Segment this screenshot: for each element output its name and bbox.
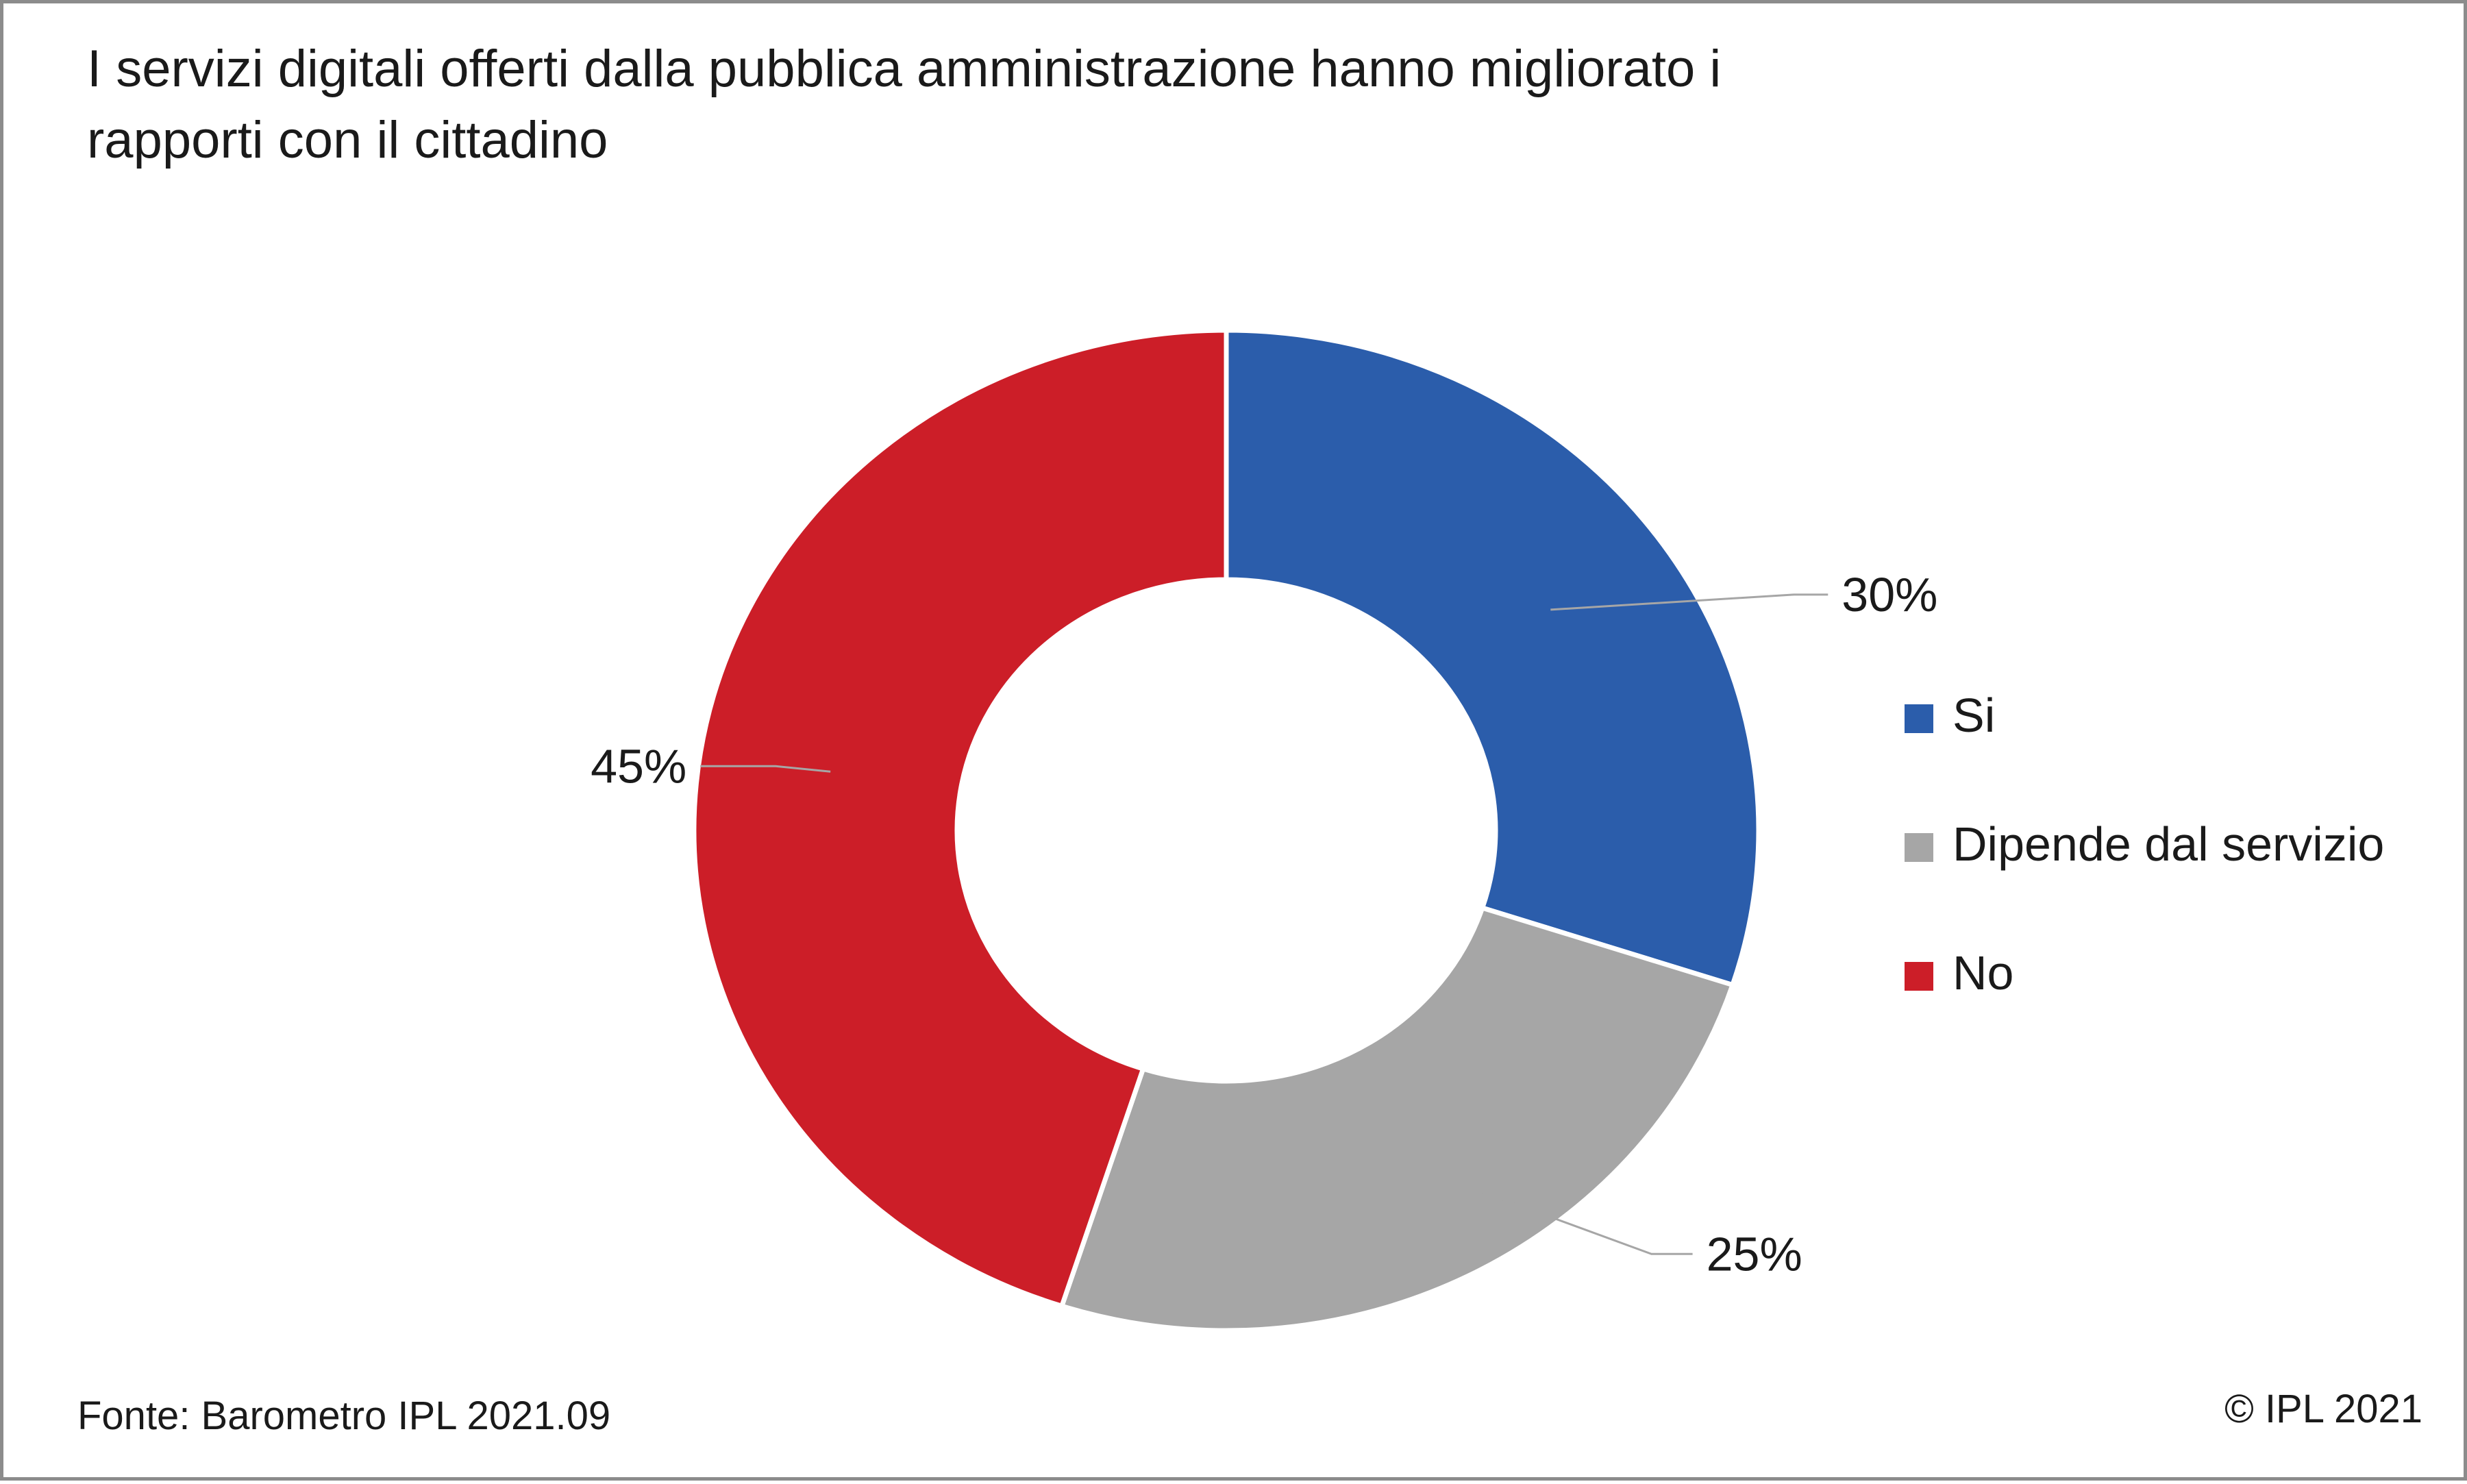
slice-no: [691, 327, 1229, 1309]
legend-swatch-no: [1905, 962, 1933, 991]
data-label-dipende-dal-servizio: 25%: [1707, 1227, 1802, 1281]
copyright-note: © IPL 2021: [2224, 1387, 2422, 1431]
legend: Si Dipende dal servizio No: [1905, 689, 2384, 1000]
data-label-no: 45%: [591, 739, 686, 793]
leader-line-dipende-dal-servizio: [1408, 1163, 1693, 1255]
donut-slices: [691, 327, 1761, 1333]
source-note: Fonte: Barometro IPL 2021.09: [77, 1394, 611, 1438]
legend-label-si: Si: [1952, 689, 1995, 742]
legend-label-dipende-dal-servizio: Dipende dal servizio: [1952, 817, 2384, 871]
data-label-si: 30%: [1842, 568, 1937, 621]
donut-chart: 30% 25% 45% Si Dipende dal servizio No: [591, 327, 2384, 1333]
legend-swatch-si: [1905, 704, 1933, 733]
legend-swatch-dipende-dal-servizio: [1905, 833, 1933, 862]
leader-line-si: [1550, 593, 1828, 611]
slice-si: [1224, 327, 1761, 988]
chart-title-line-1: I servizi digitali offerti dalla pubblic…: [87, 40, 1722, 98]
legend-label-no: No: [1952, 946, 2013, 1000]
leader-lines: [700, 593, 1828, 1255]
slice-dipende-dal-servizio: [1058, 904, 1736, 1333]
chart-title: I servizi digitali offerti dalla pubblic…: [87, 34, 2142, 176]
data-labels: 30% 25% 45%: [591, 568, 1937, 1281]
chart-title-line-2: rapporti con il cittadino: [87, 111, 608, 169]
leader-line-no: [700, 765, 831, 773]
